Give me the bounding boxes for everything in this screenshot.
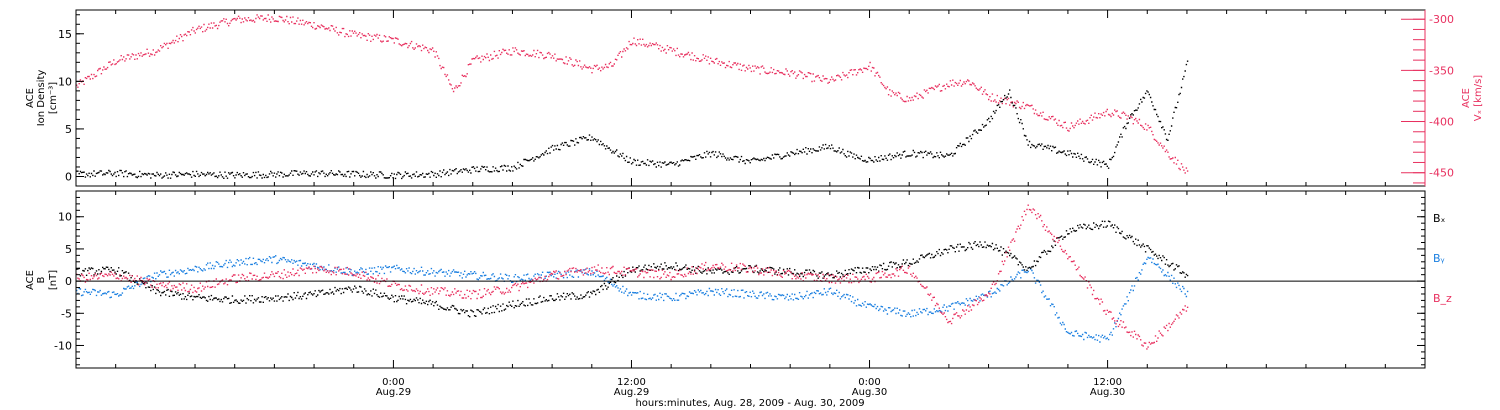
series-density-points xyxy=(76,60,1189,180)
bottom-panel-frame xyxy=(75,190,1426,369)
data-marks xyxy=(76,14,1189,350)
legend-label: Bᵧ xyxy=(1433,252,1445,265)
legend-label: Bₓ xyxy=(1433,212,1446,225)
x-tick-label-date: Aug.29 xyxy=(614,387,649,398)
y-tick-label-left: 0 xyxy=(65,275,72,288)
y-tick-label-left: -5 xyxy=(61,307,72,320)
y-tick-label-left: 0 xyxy=(65,170,72,183)
y2-tick-label: -400 xyxy=(1429,116,1454,129)
x-tick-label-date: Aug.30 xyxy=(1090,387,1125,398)
y-tick-label-left: 10 xyxy=(58,75,72,88)
x-tick-label-date: Aug.29 xyxy=(376,387,411,398)
y2-tick-label: -450 xyxy=(1429,167,1454,180)
y-tick-label-left: 10 xyxy=(58,211,72,224)
bottom-left-label-1: ACE xyxy=(25,270,36,290)
series-bx-points xyxy=(76,220,1189,318)
y-tick-label-left: 5 xyxy=(65,243,72,256)
top-right-label-2: Vₓ [km/s] xyxy=(1473,75,1484,121)
y2-tick-label: -300 xyxy=(1429,13,1454,26)
series-vx-points xyxy=(76,14,1189,174)
top-left-label-1: ACE xyxy=(25,88,36,108)
y2-tick-label: -350 xyxy=(1429,64,1454,77)
top-left-label-3: [cm⁻³] xyxy=(48,82,59,114)
axes: 0:00Aug.2912:00Aug.290:00Aug.3012:00Aug.… xyxy=(25,9,1484,409)
y-tick-label-left: 5 xyxy=(65,123,72,136)
top-left-label-2: Ion Density xyxy=(36,70,47,127)
legend-label: B_z xyxy=(1433,292,1452,305)
top-panel-frame xyxy=(75,9,1426,187)
x-tick-label-date: Aug.30 xyxy=(852,387,887,398)
y-tick-label-left: 15 xyxy=(58,28,72,41)
y-tick-label-left: -10 xyxy=(54,339,72,352)
x-tick-label-time: 12:00 xyxy=(1093,377,1122,388)
x-tick-label-time: 0:00 xyxy=(382,377,404,388)
bottom-left-label-2: B xyxy=(36,276,47,283)
x-tick-label-time: 0:00 xyxy=(858,377,880,388)
series-by-points xyxy=(76,255,1189,343)
top-right-label-1: ACE xyxy=(1461,88,1472,108)
series-bz-points xyxy=(76,204,1189,350)
x-tick-label-time: 12:00 xyxy=(617,377,646,388)
bottom-left-label-3: [nT] xyxy=(48,270,59,290)
x-axis-title: hours:minutes, Aug. 28, 2009 - Aug. 30, … xyxy=(635,398,864,409)
